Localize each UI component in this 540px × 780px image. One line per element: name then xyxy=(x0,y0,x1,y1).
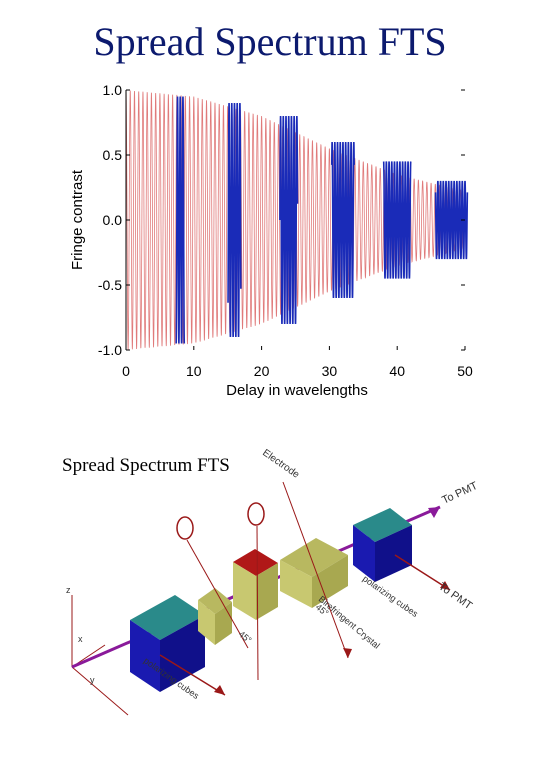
output-arrow-left xyxy=(159,654,226,696)
x-tick-label: 40 xyxy=(389,363,405,379)
y-tick-label: 0.5 xyxy=(103,147,123,163)
polarizing-cube-right xyxy=(353,508,412,582)
y-tick-label: -1.0 xyxy=(98,342,122,358)
diagram-caption: Spread Spectrum FTS xyxy=(62,455,230,476)
y-tick-label: -0.5 xyxy=(98,277,122,293)
label-45-mid: 45° xyxy=(237,629,254,646)
electrode-ring-mid xyxy=(247,502,265,526)
series-blue-burst xyxy=(227,102,242,338)
birefringent-crystal xyxy=(280,538,348,608)
x-tick-label: 20 xyxy=(254,363,270,379)
y-tick-label: 0.0 xyxy=(103,212,123,228)
y-tick-label: 1.0 xyxy=(103,82,123,98)
label-to-pmt-top: To PMT xyxy=(440,480,480,507)
label-to-pmt-side: To PMT xyxy=(436,581,474,613)
series-blue-burst xyxy=(330,141,355,299)
axis-label-y: y xyxy=(90,675,95,685)
beam-arrowhead xyxy=(428,507,440,518)
axis-label-x: x xyxy=(78,634,83,644)
output-arrowhead-left xyxy=(214,685,225,695)
label-birefringent-crystal: Birefringent Crystal xyxy=(317,594,382,651)
electrode-lead xyxy=(282,481,349,659)
x-tick-label: 0 xyxy=(122,363,130,379)
axis-label-z: z xyxy=(66,585,71,595)
series-blue-burst xyxy=(382,161,412,279)
chart-axes: -1.0 -0.5 0.0 0.5 1.0 0 10 20 30 40 50 xyxy=(98,82,473,379)
x-axis-label: Delay in wavelengths xyxy=(226,382,368,399)
series-blue-burst xyxy=(279,115,299,325)
series-blue-burst xyxy=(175,96,186,344)
label-electrode: Electrode xyxy=(260,447,301,480)
plot-lines xyxy=(125,89,469,350)
electrode-ring-left xyxy=(176,516,194,540)
fts-optical-setup-diagram: x y z Electrode xyxy=(66,447,480,716)
polarizing-cube-left xyxy=(130,595,205,692)
label-polarizing-cubes-right: polarizing cubes xyxy=(361,573,420,619)
series-blue-burst xyxy=(434,180,469,260)
fringe-contrast-chart: -1.0 -0.5 0.0 0.5 1.0 0 10 20 30 40 50 Fringe cont… xyxy=(69,82,473,399)
slide-title: Spread Spectrum FTS xyxy=(93,19,447,64)
x-tick-label: 10 xyxy=(186,363,202,379)
x-tick-label: 50 xyxy=(457,363,473,379)
axes-triad: x y z xyxy=(66,585,129,716)
x-tick-label: 30 xyxy=(322,363,338,379)
electrode-block xyxy=(233,549,278,620)
y-axis-label: Fringe contrast xyxy=(69,169,86,270)
output-arrow-right xyxy=(394,554,451,591)
